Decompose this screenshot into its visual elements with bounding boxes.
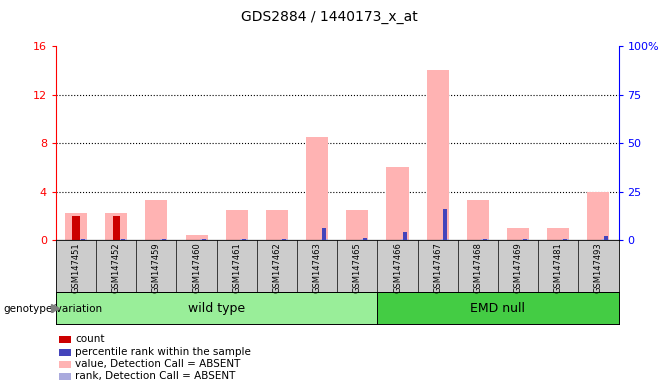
Text: wild type: wild type (188, 302, 245, 314)
Text: GSM147452: GSM147452 (112, 243, 120, 293)
Bar (523, 239, 527, 240)
Bar (386, 167, 409, 240)
Bar (442, 239, 449, 240)
Bar (72, 216, 80, 240)
Text: GSM147462: GSM147462 (272, 243, 282, 293)
Text: EMD null: EMD null (470, 302, 526, 314)
Bar (320, 239, 328, 240)
Bar (200, 239, 207, 240)
Bar (322, 228, 326, 240)
Bar (482, 239, 489, 240)
Bar (65, 214, 87, 240)
Bar (202, 239, 206, 240)
Bar (602, 239, 609, 240)
Text: GSM147463: GSM147463 (313, 243, 322, 293)
Bar (282, 239, 286, 240)
Bar (122, 239, 126, 240)
Text: percentile rank within the sample: percentile rank within the sample (75, 347, 251, 357)
Bar (522, 239, 529, 240)
Text: GSM147467: GSM147467 (433, 243, 442, 293)
Bar (363, 238, 367, 240)
Bar (306, 137, 328, 240)
Text: genotype/variation: genotype/variation (3, 304, 103, 314)
Text: GSM147461: GSM147461 (232, 243, 241, 293)
Bar (280, 239, 288, 240)
Text: value, Detection Call = ABSENT: value, Detection Call = ABSENT (75, 359, 240, 369)
Bar (426, 70, 449, 240)
Bar (562, 239, 569, 240)
Bar (563, 239, 567, 240)
Text: count: count (75, 334, 105, 344)
Bar (120, 239, 127, 240)
Bar (82, 239, 86, 240)
Text: GSM147469: GSM147469 (513, 243, 522, 293)
Text: GSM147493: GSM147493 (594, 243, 603, 293)
Bar (443, 209, 447, 240)
Bar (603, 236, 607, 240)
Bar (401, 239, 409, 240)
Bar (160, 239, 167, 240)
Bar (226, 210, 248, 240)
Bar (483, 239, 487, 240)
Bar (80, 239, 87, 240)
Text: GSM147451: GSM147451 (72, 243, 80, 293)
Bar (105, 214, 127, 240)
Bar (467, 200, 489, 240)
Bar (145, 200, 167, 240)
Bar (346, 210, 368, 240)
Bar (242, 239, 246, 240)
Bar (547, 228, 569, 240)
Bar (588, 192, 609, 240)
Text: GSM147460: GSM147460 (192, 243, 201, 293)
Bar (403, 232, 407, 240)
Bar (113, 216, 120, 240)
Bar (186, 235, 208, 240)
Text: GSM147466: GSM147466 (393, 243, 402, 293)
Bar (361, 239, 368, 240)
Text: GSM147465: GSM147465 (353, 243, 362, 293)
Bar (162, 239, 166, 240)
Text: GDS2884 / 1440173_x_at: GDS2884 / 1440173_x_at (241, 10, 417, 23)
Text: GSM147459: GSM147459 (152, 243, 161, 293)
Text: GSM147468: GSM147468 (473, 243, 482, 293)
Bar (507, 228, 529, 240)
Text: GSM147481: GSM147481 (554, 243, 563, 293)
Bar (240, 239, 247, 240)
Text: rank, Detection Call = ABSENT: rank, Detection Call = ABSENT (75, 371, 236, 381)
Bar (266, 210, 288, 240)
